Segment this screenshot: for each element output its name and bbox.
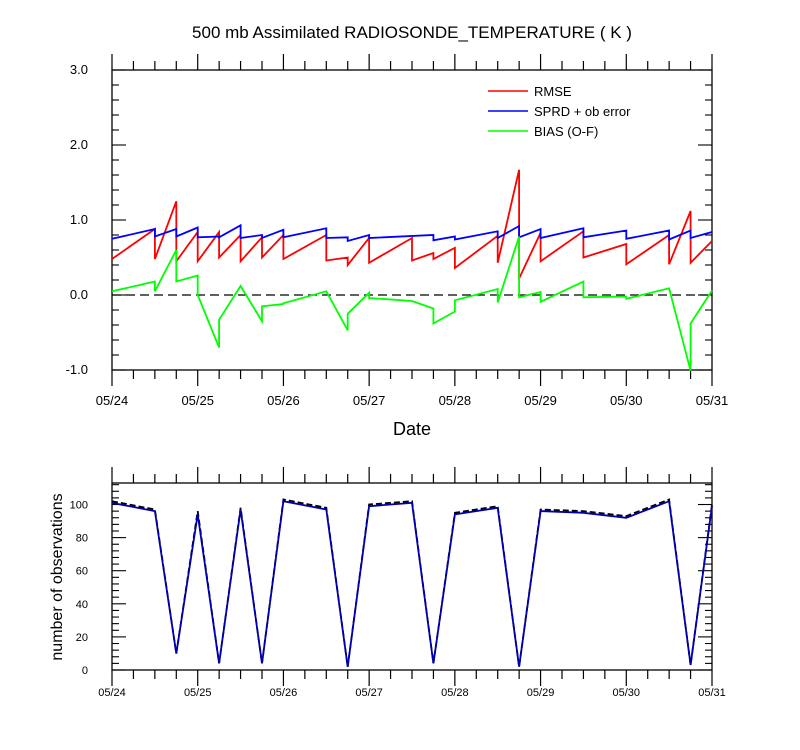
top-y-ticks — [112, 69, 712, 371]
y-tick-label: 100 — [70, 500, 88, 512]
bottom-y-ticks — [112, 484, 712, 671]
y-tick-label: 3.0 — [70, 62, 88, 77]
y-tick-label: 0.0 — [70, 287, 88, 302]
bottom-y-tick-labels: 0 20 40 60 80 100 — [70, 500, 88, 677]
x-tick-label: 05/28 — [441, 687, 469, 699]
x-axis-title: Date — [393, 419, 431, 439]
y-tick-label: 20 — [76, 632, 88, 644]
sprd-ob-error-series-line — [111, 223, 713, 243]
x-tick-label: 05/24 — [98, 687, 126, 699]
legend-label-sprd: SPRD + ob error — [534, 104, 631, 119]
observations-dashed-series-line — [111, 498, 713, 667]
x-tick-label: 05/25 — [184, 687, 212, 699]
x-tick-label: 05/26 — [270, 687, 298, 699]
legend-label-bias: BIAS (O-F) — [534, 124, 598, 139]
x-tick-label: 05/27 — [353, 393, 386, 408]
top-series-lines — [111, 169, 713, 372]
bottom-x-tick-labels: 05/24 05/25 05/26 05/27 05/28 05/29 05/30 05/31 — [98, 687, 726, 699]
x-tick-label: 05/30 — [610, 393, 643, 408]
legend: RMSE SPRD + ob error BIAS (O-F) — [488, 84, 631, 139]
bottom-x-ticks — [111, 467, 713, 686]
y-axis-title-observations: number of observations — [49, 493, 66, 660]
bottom-series-lines — [111, 498, 713, 667]
x-tick-label: 05/31 — [698, 687, 726, 699]
bias-o-f-series-line — [111, 236, 713, 372]
top-x-tick-labels: 05/24 05/25 05/26 05/27 05/28 05/29 05/30 05/31 — [96, 393, 729, 408]
x-tick-label: 05/28 — [439, 393, 472, 408]
x-tick-label: 05/30 — [613, 687, 641, 699]
y-tick-label: 80 — [76, 533, 88, 545]
y-tick-label: 1.0 — [70, 212, 88, 227]
x-tick-label: 05/27 — [355, 687, 383, 699]
y-tick-label: -1.0 — [66, 362, 88, 377]
y-tick-label: 40 — [76, 599, 88, 611]
x-tick-label: 05/24 — [96, 393, 129, 408]
x-tick-label: 05/29 — [524, 393, 557, 408]
top-plot-area: 05/24 05/25 05/26 05/27 05/28 05/29 05/30 05/31… — [66, 54, 729, 408]
x-tick-label: 05/31 — [696, 393, 729, 408]
top-x-ticks — [111, 54, 713, 386]
top-y-tick-labels: -1.0 0.0 1.0 2.0 3.0 — [66, 62, 88, 377]
bottom-plot-area: 05/24 05/25 05/26 05/27 05/28 05/29 05/30 05/31… — [70, 467, 726, 699]
x-tick-label: 05/29 — [527, 687, 555, 699]
legend-label-rmse: RMSE — [534, 84, 572, 99]
x-tick-label: 05/26 — [267, 393, 300, 408]
bottom-plot-frame — [111, 482, 713, 671]
observations-solid-series-line — [111, 499, 713, 667]
rmse-series-line — [111, 169, 713, 279]
y-tick-label: 2.0 — [70, 137, 88, 152]
y-tick-label: 60 — [76, 566, 88, 578]
y-tick-label: 0 — [82, 665, 88, 677]
chart-title: 500 mb Assimilated RADIOSONDE_TEMPERATUR… — [192, 23, 632, 42]
x-tick-label: 05/25 — [181, 393, 214, 408]
